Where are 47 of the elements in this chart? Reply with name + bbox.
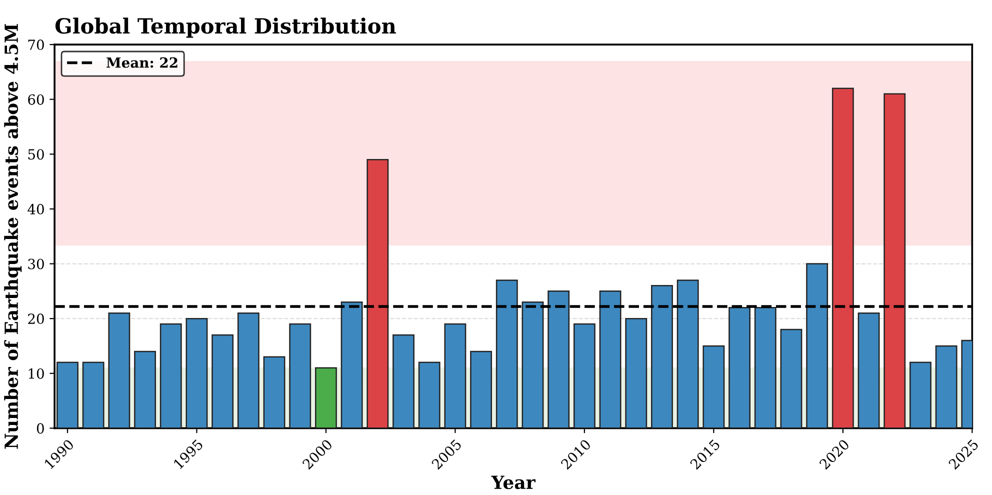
y-tick-label: 60 bbox=[28, 94, 44, 105]
y-tick-label: 0 bbox=[36, 423, 44, 434]
bar bbox=[496, 280, 518, 428]
bar bbox=[160, 323, 182, 428]
y-tick-label: 70 bbox=[28, 40, 44, 50]
chart-title: Global Temporal Distribution bbox=[55, 18, 396, 38]
y-tick-label: 30 bbox=[28, 258, 44, 270]
bar bbox=[832, 88, 854, 428]
y-tick-label: 20 bbox=[28, 314, 44, 324]
legend-label: Mean: 22 bbox=[106, 57, 178, 68]
bar bbox=[676, 280, 699, 428]
bar bbox=[237, 312, 260, 428]
y-tick-label: 50 bbox=[28, 149, 44, 160]
bar bbox=[392, 334, 414, 428]
bar bbox=[806, 263, 828, 428]
bar bbox=[935, 345, 958, 428]
bar bbox=[56, 362, 78, 428]
bar bbox=[573, 323, 596, 428]
bar bbox=[599, 290, 622, 428]
bar bbox=[108, 312, 130, 428]
bar bbox=[366, 159, 389, 428]
bar bbox=[340, 302, 363, 428]
bar bbox=[728, 306, 750, 428]
bar bbox=[315, 367, 337, 428]
bar bbox=[134, 350, 156, 428]
y-axis-title: Number of Earthquake events above 4.5M bbox=[4, 24, 22, 449]
bar bbox=[522, 302, 544, 428]
bar bbox=[418, 362, 440, 428]
y-tick-label: 10 bbox=[28, 368, 44, 379]
bar bbox=[858, 312, 880, 428]
bar bbox=[651, 285, 673, 428]
x-axis-title: Year bbox=[491, 476, 536, 490]
bar bbox=[884, 93, 906, 428]
bar bbox=[625, 318, 648, 428]
bar bbox=[444, 323, 466, 428]
bar bbox=[289, 323, 312, 428]
bar bbox=[212, 334, 234, 428]
bar bbox=[82, 362, 104, 428]
bar bbox=[754, 306, 776, 428]
bar bbox=[548, 290, 570, 428]
bar bbox=[470, 350, 492, 428]
y-tick-label: 40 bbox=[28, 204, 44, 214]
bar bbox=[186, 318, 208, 428]
bar bbox=[702, 345, 725, 428]
bar bbox=[263, 356, 286, 428]
bar bbox=[780, 328, 802, 428]
bar bbox=[910, 362, 932, 428]
